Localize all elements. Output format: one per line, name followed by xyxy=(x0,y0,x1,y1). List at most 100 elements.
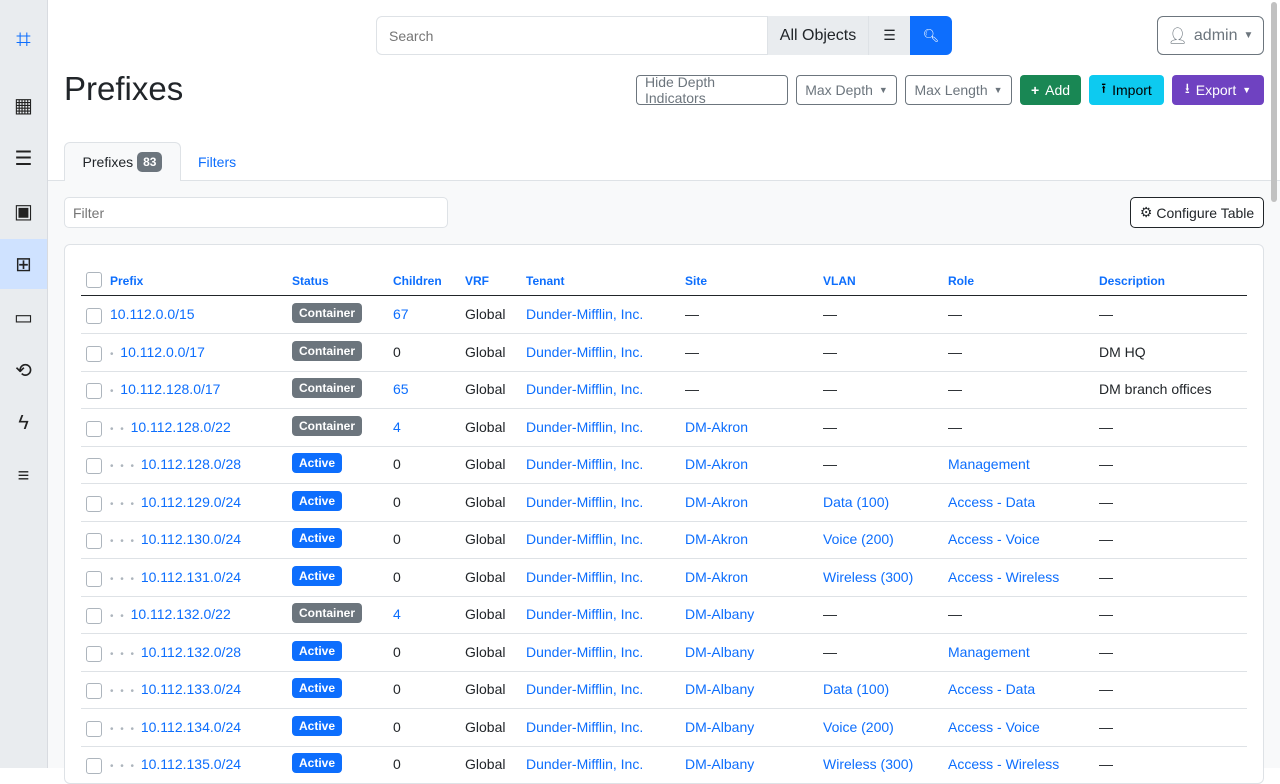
role-link[interactable]: Management xyxy=(948,643,1030,660)
prefix-link[interactable]: 10.112.134.0/24 xyxy=(140,718,242,735)
sidebar-item-ethernet[interactable]: ▣ xyxy=(0,186,47,236)
site-link[interactable]: DM-Albany xyxy=(685,756,755,772)
tenant-link[interactable]: Dunder-Mifflin, Inc. xyxy=(526,418,644,435)
prefix-link[interactable]: 10.112.132.0/22 xyxy=(130,606,231,622)
role-link[interactable]: Access - Wireless xyxy=(948,756,1060,772)
prefix-link[interactable]: 10.112.130.0/24 xyxy=(140,531,242,547)
prefix-link[interactable]: 10.112.129.0/24 xyxy=(140,493,242,510)
site-link[interactable]: DM-Albany xyxy=(685,718,755,735)
import-button[interactable]: ⭱ Import xyxy=(1089,75,1164,105)
configure-table-button[interactable]: ⚙ Configure Table xyxy=(1130,197,1264,228)
row-checkbox[interactable] xyxy=(86,420,102,437)
column-header-prefix[interactable]: Prefix xyxy=(110,274,144,288)
column-header-vrf[interactable]: VRF xyxy=(465,274,489,288)
sidebar-item-power[interactable]: ϟ xyxy=(0,398,47,448)
sidebar-item-ipam[interactable]: ⊞ xyxy=(0,239,47,289)
role-link[interactable]: Management xyxy=(948,456,1030,472)
tenant-link[interactable]: Dunder-Mifflin, Inc. xyxy=(526,531,644,547)
role-link[interactable]: Access - Voice xyxy=(948,531,1040,547)
search-input[interactable] xyxy=(376,16,768,55)
tenant-link[interactable]: Dunder-Mifflin, Inc. xyxy=(526,718,644,735)
children-link[interactable]: 4 xyxy=(393,606,401,622)
vlan-link[interactable]: Wireless (300) xyxy=(823,568,914,585)
column-header-description[interactable]: Description xyxy=(1099,274,1166,288)
tenant-link[interactable]: Dunder-Mifflin, Inc. xyxy=(526,456,644,472)
search-button[interactable]: 🔍︎ xyxy=(910,16,952,55)
role-link[interactable]: Access - Voice xyxy=(948,718,1040,735)
filter-lines-icon[interactable]: ☰ xyxy=(869,16,910,55)
tenant-link[interactable]: Dunder-Mifflin, Inc. xyxy=(526,381,644,397)
row-checkbox[interactable] xyxy=(86,720,102,737)
max-depth-dropdown[interactable]: Max Depth ▼ xyxy=(796,75,897,105)
vlan-link[interactable]: Voice (200) xyxy=(823,531,894,547)
row-checkbox[interactable] xyxy=(86,608,102,624)
prefix-link[interactable]: 10.112.128.0/17 xyxy=(120,381,221,397)
tenant-link[interactable]: Dunder-Mifflin, Inc. xyxy=(526,306,644,322)
prefix-link[interactable]: 10.112.0.0/17 xyxy=(120,343,205,360)
row-checkbox[interactable] xyxy=(86,458,102,474)
add-button[interactable]: + Add xyxy=(1020,75,1081,105)
column-header-status[interactable]: Status xyxy=(292,274,329,288)
tenant-link[interactable]: Dunder-Mifflin, Inc. xyxy=(526,756,644,772)
sidebar-item-other[interactable]: ≡ xyxy=(0,451,47,501)
role-link[interactable]: Access - Wireless xyxy=(948,568,1060,585)
prefix-link[interactable]: 10.112.128.0/22 xyxy=(130,418,231,435)
prefix-link[interactable]: 10.112.128.0/28 xyxy=(140,456,242,472)
select-all-checkbox[interactable] xyxy=(86,272,102,288)
tenant-link[interactable]: Dunder-Mifflin, Inc. xyxy=(526,643,644,660)
sidebar-item-circuit[interactable]: ⟲ xyxy=(0,345,47,395)
site-link[interactable]: DM-Akron xyxy=(685,531,749,547)
children-link[interactable]: 4 xyxy=(393,418,401,435)
site-link[interactable]: DM-Akron xyxy=(685,418,749,435)
role-link[interactable]: Access - Data xyxy=(948,493,1036,510)
prefix-link[interactable]: 10.112.135.0/24 xyxy=(140,756,242,772)
column-header-role[interactable]: Role xyxy=(948,274,975,288)
site-link[interactable]: DM-Albany xyxy=(685,606,755,622)
prefix-link[interactable]: 10.112.131.0/24 xyxy=(140,568,242,585)
table-filter-input[interactable] xyxy=(64,197,448,228)
prefix-link[interactable]: 10.112.0.0/15 xyxy=(110,306,195,322)
site-link[interactable]: DM-Albany xyxy=(685,643,755,660)
sidebar-item-monitor[interactable]: ▭ xyxy=(0,292,47,342)
row-checkbox[interactable] xyxy=(86,383,102,399)
row-checkbox[interactable] xyxy=(86,570,102,587)
site-link[interactable]: DM-Akron xyxy=(685,456,749,472)
role-link[interactable]: Access - Data xyxy=(948,681,1036,697)
sidebar-item-server[interactable]: ☰ xyxy=(0,133,47,183)
tab-filters[interactable]: Filters xyxy=(198,153,237,170)
export-dropdown[interactable]: ⭳ Export ▼ xyxy=(1172,75,1264,105)
tenant-link[interactable]: Dunder-Mifflin, Inc. xyxy=(526,343,644,360)
column-header-vlan[interactable]: VLAN xyxy=(823,274,856,288)
sidebar-item-logo[interactable]: ⌗ xyxy=(0,15,47,65)
vlan-link[interactable]: Data (100) xyxy=(823,681,890,697)
tenant-link[interactable]: Dunder-Mifflin, Inc. xyxy=(526,568,644,585)
row-checkbox[interactable] xyxy=(86,645,102,662)
column-header-site[interactable]: Site xyxy=(685,274,708,288)
user-menu-button[interactable]: 👤︎ admin ▼ xyxy=(1157,16,1264,55)
site-link[interactable]: DM-Akron xyxy=(685,493,749,510)
tenant-link[interactable]: Dunder-Mifflin, Inc. xyxy=(526,606,644,622)
column-header-tenant[interactable]: Tenant xyxy=(526,274,565,288)
search-scope-select[interactable]: All Objects xyxy=(768,16,869,55)
row-checkbox[interactable] xyxy=(86,758,102,774)
tenant-link[interactable]: Dunder-Mifflin, Inc. xyxy=(526,493,644,510)
prefix-link[interactable]: 10.112.133.0/24 xyxy=(140,681,242,697)
vlan-link[interactable]: Voice (200) xyxy=(823,718,894,735)
vlan-link[interactable]: Wireless (300) xyxy=(823,756,914,772)
row-checkbox[interactable] xyxy=(86,533,102,549)
tenant-link[interactable]: Dunder-Mifflin, Inc. xyxy=(526,681,644,697)
max-length-dropdown[interactable]: Max Length ▼ xyxy=(905,75,1012,105)
hide-depth-button[interactable]: Hide Depth Indicators xyxy=(636,74,788,106)
children-link[interactable]: 67 xyxy=(393,306,409,322)
sidebar-item-building[interactable]: ▦ xyxy=(0,80,47,130)
vlan-link[interactable]: Data (100) xyxy=(823,493,890,510)
children-link[interactable]: 65 xyxy=(393,381,409,397)
column-header-children[interactable]: Children xyxy=(393,274,442,288)
site-link[interactable]: DM-Akron xyxy=(685,568,749,585)
scrollbar[interactable] xyxy=(1271,2,1277,202)
row-checkbox[interactable] xyxy=(86,308,102,324)
row-checkbox[interactable] xyxy=(86,345,102,362)
site-link[interactable]: DM-Albany xyxy=(685,681,755,697)
tab-prefixes[interactable]: Prefixes 83 xyxy=(64,142,181,181)
prefix-link[interactable]: 10.112.132.0/28 xyxy=(140,643,242,660)
